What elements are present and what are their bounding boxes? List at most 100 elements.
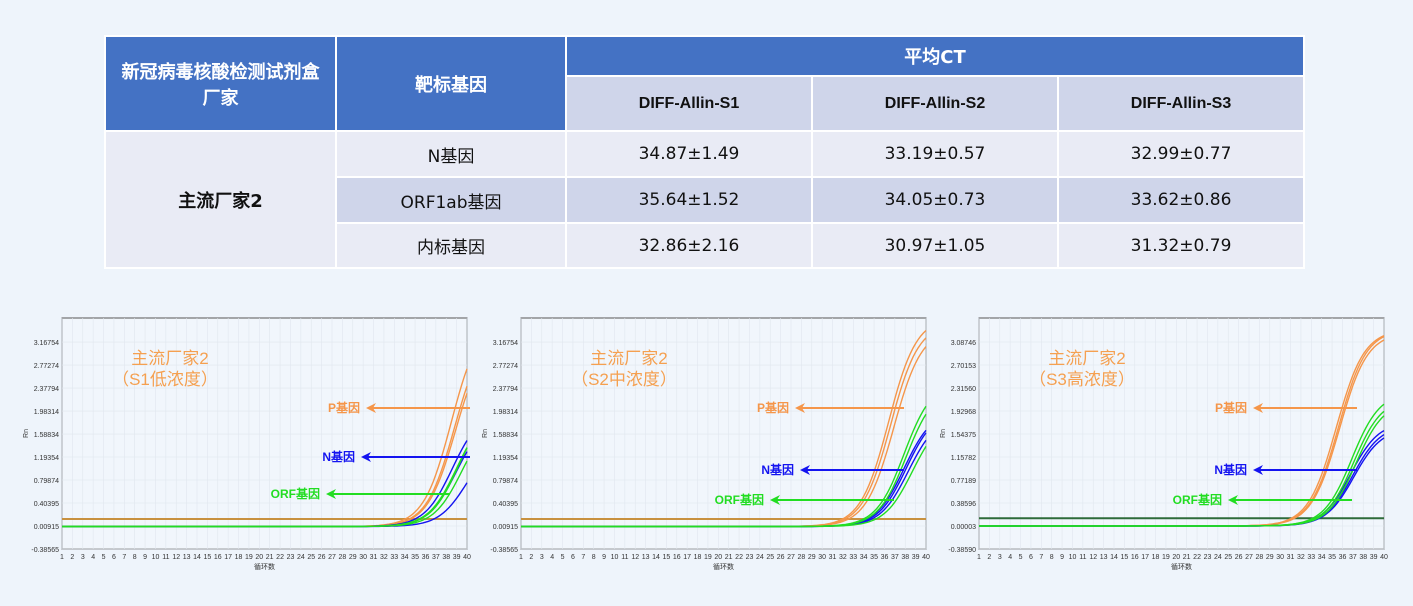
x-tick-label: 8	[133, 554, 137, 561]
x-tick-label: 4	[550, 554, 554, 561]
x-tick-label: 19	[1162, 554, 1170, 561]
x-tick-label: 13	[1100, 554, 1108, 561]
x-axis-label: 循环数	[254, 562, 275, 571]
x-tick-label: 10	[152, 554, 160, 561]
table-row: ORF1ab基因 35.64±1.52 34.05±0.73 33.62±0.8…	[105, 176, 1306, 224]
table-row: 主流厂家2 N基因 34.87±1.49 33.19±0.57 32.99±0.…	[104, 130, 1306, 269]
y-tick-label: 3.16754	[493, 340, 518, 347]
gene-cell: 内标基因	[335, 222, 567, 269]
n-gene-label: N基因	[761, 462, 794, 477]
x-tick-label: 24	[756, 554, 764, 561]
x-tick-label: 16	[1131, 554, 1139, 561]
x-tick-label: 3	[540, 554, 544, 561]
x-tick-label: 12	[1089, 554, 1097, 561]
x-tick-label: 9	[1060, 554, 1064, 561]
x-tick-label: 25	[1224, 554, 1232, 561]
x-tick-label: 1	[519, 554, 523, 561]
p-gene-label: P基因	[1215, 400, 1247, 415]
x-tick-label: 38	[442, 554, 450, 561]
x-tick-label: 14	[1110, 554, 1118, 561]
ct-cell: 33.19±0.57	[811, 130, 1059, 178]
y-tick-label: 1.98314	[493, 409, 518, 416]
y-tick-label: 2.37794	[493, 386, 518, 393]
x-tick-label: 12	[631, 554, 639, 561]
x-tick-label: 18	[694, 554, 702, 561]
x-tick-label: 2	[987, 554, 991, 561]
x-tick-label: 23	[1204, 554, 1212, 561]
x-tick-label: 23	[287, 554, 295, 561]
x-tick-label: 11	[162, 554, 169, 561]
y-tick-label: 0.40395	[493, 501, 518, 508]
x-tick-label: 37	[1349, 554, 1357, 561]
x-tick-label: 31	[370, 554, 378, 561]
x-tick-label: 15	[1120, 554, 1128, 561]
chart-title: 主流厂家2	[131, 349, 208, 368]
x-tick-label: 20	[255, 554, 263, 561]
p-gene-label: P基因	[757, 400, 789, 415]
x-tick-label: 21	[266, 554, 274, 561]
x-tick-label: 15	[203, 554, 211, 561]
header-sample: DIFF-Allin-S3	[1056, 75, 1306, 132]
x-tick-label: 33	[390, 554, 398, 561]
arrow-head-icon	[1228, 495, 1238, 505]
x-tick-label: 40	[463, 554, 471, 561]
plot-area	[978, 317, 1385, 550]
header-sample: DIFF-Allin-S2	[811, 75, 1059, 132]
x-tick-label: 38	[1359, 554, 1367, 561]
gene-cell: N基因	[335, 130, 567, 178]
x-tick-label: 6	[571, 554, 575, 561]
ct-cell: 33.62±0.86	[1056, 176, 1306, 224]
plot-area	[520, 317, 927, 550]
x-tick-label: 6	[112, 554, 116, 561]
x-tick-label: 33	[849, 554, 857, 561]
x-tick-label: 17	[224, 554, 232, 561]
x-tick-label: 28	[797, 554, 805, 561]
x-tick-label: 8	[592, 554, 596, 561]
x-tick-label: 24	[297, 554, 305, 561]
y-tick-label: 1.58834	[34, 432, 59, 439]
y-tick-label: 0.40395	[34, 501, 59, 508]
chart-title: 主流厂家2	[1048, 349, 1125, 368]
x-tick-label: 38	[901, 554, 909, 561]
x-tick-label: 14	[652, 554, 660, 561]
x-tick-label: 3	[81, 554, 85, 561]
amplification-chart-s2: 1 2 3 4 5 6 7 8 9 10 11 12 13 14 15 16 17 18 19 20 21 22 23 24 2…	[479, 312, 939, 586]
x-tick-label: 17	[1141, 554, 1149, 561]
arrow-head-icon	[366, 403, 376, 413]
x-tick-label: 11	[621, 554, 628, 561]
ct-cell: 31.32±0.79	[1056, 222, 1306, 269]
y-tick-label: 1.19354	[493, 455, 518, 462]
x-tick-label: 19	[704, 554, 712, 561]
x-tick-label: 8	[1050, 554, 1054, 561]
x-tick-label: 11	[1079, 554, 1086, 561]
x-tick-label: 10	[611, 554, 619, 561]
x-tick-label: 2	[529, 554, 533, 561]
amplification-curve	[62, 447, 468, 528]
y-tick-label: -0.38590	[948, 547, 976, 554]
x-tick-label: 12	[172, 554, 180, 561]
x-axis-label: 循环数	[1171, 562, 1192, 571]
x-tick-label: 39	[912, 554, 920, 561]
y-tick-label: 3.16754	[34, 340, 59, 347]
x-tick-label: 20	[714, 554, 722, 561]
x-tick-label: 34	[860, 554, 868, 561]
y-tick-label: 1.19354	[34, 455, 59, 462]
y-tick-label: 0.38596	[951, 501, 976, 508]
y-tick-label: -0.38565	[490, 547, 518, 554]
y-tick-label: 0.00003	[951, 524, 976, 531]
x-tick-label: 26	[1235, 554, 1243, 561]
p-gene-label: P基因	[328, 400, 360, 415]
x-tick-label: 22	[735, 554, 743, 561]
y-axis-label: Rn	[23, 429, 30, 438]
arrow-head-icon	[795, 403, 805, 413]
x-tick-label: 4	[1008, 554, 1012, 561]
y-tick-label: 2.31560	[951, 386, 976, 393]
x-tick-label: 36	[1339, 554, 1347, 561]
ct-cell: 32.99±0.77	[1056, 130, 1306, 178]
x-tick-label: 33	[1307, 554, 1315, 561]
x-tick-label: 29	[349, 554, 357, 561]
x-tick-label: 5	[102, 554, 106, 561]
x-tick-label: 5	[561, 554, 565, 561]
chart-title: 主流厂家2	[590, 349, 667, 368]
y-tick-label: -0.38565	[31, 547, 59, 554]
